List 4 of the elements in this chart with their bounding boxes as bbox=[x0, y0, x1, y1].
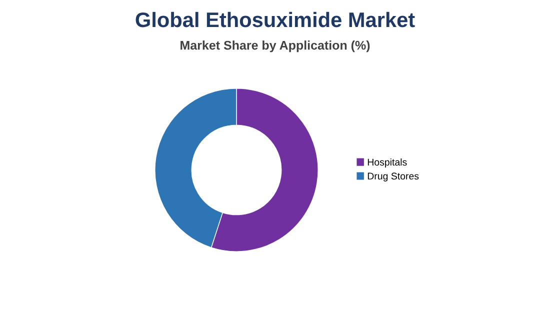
legend-label: Hospitals bbox=[368, 158, 407, 168]
chart-title: Global Ethosuximide Market bbox=[136, 12, 415, 28]
legend-label: Drug Stores bbox=[368, 172, 419, 182]
chart-subtitle: Market Share by Application (%) bbox=[180, 40, 370, 52]
